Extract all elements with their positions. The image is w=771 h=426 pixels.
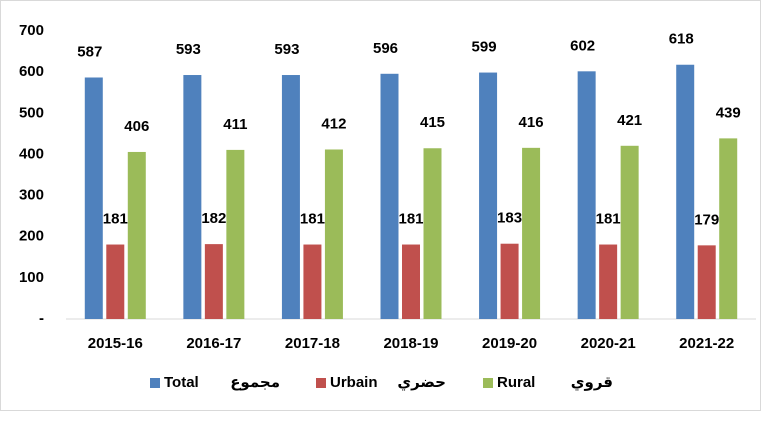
y-tick-label: 600 <box>19 63 44 80</box>
value-label: 182 <box>201 210 226 227</box>
bar <box>620 145 639 319</box>
bar <box>324 149 343 319</box>
value-label: 415 <box>420 114 445 131</box>
value-label: 179 <box>694 211 719 228</box>
legend-label-ar: قروي <box>571 374 613 392</box>
bar <box>84 77 103 320</box>
bar <box>402 244 420 319</box>
value-label: 602 <box>570 37 595 54</box>
y-tick-label: - <box>39 310 44 327</box>
bar <box>380 73 399 319</box>
bar <box>522 147 541 319</box>
value-label: 183 <box>497 210 522 227</box>
x-tick-label: 2015-16 <box>88 335 143 352</box>
value-label: 181 <box>103 211 128 228</box>
value-label: 596 <box>373 40 398 57</box>
bar <box>303 244 322 319</box>
value-label: 181 <box>596 211 621 228</box>
value-label: 439 <box>716 104 741 121</box>
y-tick-label: 200 <box>19 228 44 245</box>
y-tick-label: 400 <box>19 145 44 162</box>
y-tick-label: 700 <box>19 22 44 39</box>
bar <box>697 245 716 319</box>
value-label: 618 <box>669 31 694 48</box>
value-label: 416 <box>519 114 544 131</box>
bar <box>676 64 695 319</box>
legend-label: Total <box>164 374 199 391</box>
value-label: 181 <box>398 211 423 228</box>
value-label: 181 <box>300 211 325 228</box>
bar <box>479 72 498 319</box>
value-label: 406 <box>124 118 149 135</box>
bar <box>127 151 146 319</box>
value-label: 593 <box>176 41 201 58</box>
y-tick-label: 100 <box>19 269 44 286</box>
x-tick-label: 2018-19 <box>383 335 438 352</box>
value-label: 411 <box>223 116 247 133</box>
y-tick-label: 300 <box>19 187 44 204</box>
bar <box>423 148 442 319</box>
legend-swatch <box>483 378 493 388</box>
bar <box>719 138 738 319</box>
x-tick-label: 2020-21 <box>581 335 636 352</box>
legend-label-ar: حضري <box>397 374 446 392</box>
legend-label: Urbain <box>330 374 378 391</box>
legend-swatch <box>316 378 326 388</box>
bar <box>500 243 519 319</box>
x-tick-label: 2021-22 <box>679 335 734 352</box>
legend-label-ar: مجموع <box>230 374 280 391</box>
x-tick-label: 2017-18 <box>285 335 340 352</box>
value-label: 412 <box>321 115 346 132</box>
bar <box>183 75 202 319</box>
x-tick-label: 2019-20 <box>482 335 537 352</box>
bar <box>577 71 596 319</box>
bar <box>204 244 223 319</box>
value-label: 599 <box>472 39 497 56</box>
bar <box>226 149 245 319</box>
legend-label: Rural <box>497 374 535 391</box>
x-tick-label: 2016-17 <box>186 335 241 352</box>
bar <box>106 244 125 319</box>
bar <box>599 244 618 319</box>
bar <box>281 75 300 319</box>
y-tick-label: 500 <box>19 104 44 121</box>
legend-swatch <box>150 378 160 388</box>
value-label: 421 <box>617 112 642 129</box>
value-label: 593 <box>274 41 299 58</box>
value-label: 587 <box>77 43 102 60</box>
